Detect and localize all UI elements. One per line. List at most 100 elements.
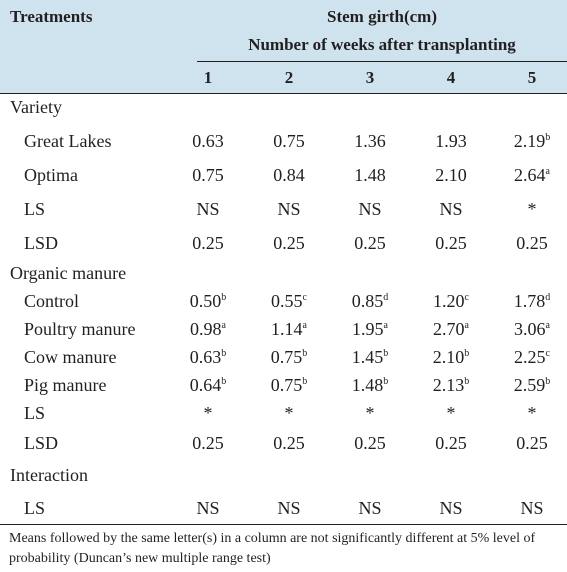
table-cell: NS	[330, 199, 410, 220]
significance-letter: c	[302, 292, 307, 303]
header-subrule	[197, 61, 567, 62]
header-week-4: 4	[446, 68, 456, 87]
table-row: Optima 0.75 0.84 1.48 2.10 2.64a	[0, 165, 567, 193]
significance-letter: b	[383, 348, 389, 359]
row-label: Great Lakes	[24, 131, 112, 151]
cell-value: *	[284, 403, 294, 423]
table-cell: 1.36	[330, 131, 410, 152]
row-label: Optima	[24, 165, 78, 185]
cell-value: 2.59	[513, 375, 546, 395]
table-cell: 2.25c	[492, 347, 567, 368]
table-cell: 0.63b	[168, 347, 248, 368]
cell-value: 0.75	[273, 131, 305, 151]
table-row: LS NS NS NS NS NS	[0, 498, 567, 526]
significance-letter: b	[302, 376, 308, 387]
table-row: LSD 0.25 0.25 0.25 0.25 0.25	[0, 433, 567, 461]
cell-value: 0.50	[189, 291, 222, 311]
table-cell: 1.14a	[249, 319, 329, 340]
table-cell: *	[492, 199, 567, 220]
table-cell: 0.25	[492, 233, 567, 254]
cell-value: 2.64	[514, 165, 546, 185]
row-label: LS	[24, 199, 46, 219]
cell-value: 0.75	[270, 375, 303, 395]
cell-value: 1.95	[352, 319, 384, 339]
table-cell: 0.85d	[330, 291, 410, 312]
header-week-1: 1	[203, 68, 213, 87]
row-label: LS	[24, 498, 46, 518]
table-cell: 2.70a	[411, 319, 491, 340]
table-cell: 1.45b	[330, 347, 410, 368]
table-cell: 2.59b	[492, 375, 567, 396]
cell-value: 0.64	[189, 375, 222, 395]
table-cell: 0.63	[168, 131, 248, 152]
cell-value: 0.25	[516, 233, 548, 253]
significance-letter: a	[545, 320, 550, 331]
significance-letter: a	[221, 320, 226, 331]
header-treatments: Treatments	[10, 7, 93, 26]
table-cell: *	[411, 403, 491, 424]
significance-letter: b	[221, 348, 227, 359]
table-row: Pig manure 0.64b 0.75b 1.48b 2.13b 2.59b	[0, 375, 567, 403]
header-stem-girth: Stem girth(cm)	[327, 7, 437, 26]
table-cell: 1.48	[330, 165, 410, 186]
table-cell: 2.64a	[492, 165, 567, 186]
table-cell: 0.25	[249, 233, 329, 254]
row-label: Cow manure	[24, 347, 117, 367]
table-cell: 1.93	[411, 131, 491, 152]
table-cell: 0.25	[330, 233, 410, 254]
cell-value: 1.36	[354, 131, 386, 151]
cell-value: *	[527, 403, 537, 423]
cell-value: *	[446, 403, 456, 423]
cell-value: 0.25	[192, 433, 224, 453]
table-row: Great Lakes 0.63 0.75 1.36 1.93 2.19b	[0, 131, 567, 159]
cell-value: 1.48	[351, 375, 384, 395]
cell-value: 1.78	[513, 291, 546, 311]
table-cell: 1.20c	[411, 291, 491, 312]
table-row: Cow manure 0.63b 0.75b 1.45b 2.10b 2.25c	[0, 347, 567, 375]
cell-value: NS	[358, 199, 382, 219]
table-cell: NS	[411, 498, 491, 519]
significance-letter: d	[545, 292, 551, 303]
cell-value: 1.14	[271, 319, 303, 339]
table-cell: 0.75	[168, 165, 248, 186]
significance-letter: b	[545, 132, 551, 143]
section-label: Variety	[10, 97, 62, 117]
cell-value: NS	[277, 199, 301, 219]
table-cell: 1.78d	[492, 291, 567, 312]
table-cell: 1.95a	[330, 319, 410, 340]
table-cell: 0.55c	[249, 291, 329, 312]
table-cell: *	[492, 403, 567, 424]
cell-value: NS	[439, 199, 463, 219]
table-row: Control 0.50b 0.55c 0.85d 1.20c 1.78d	[0, 291, 567, 319]
table-cell: 2.19b	[492, 131, 567, 152]
header-week-5: 5	[527, 68, 537, 87]
cell-value: NS	[277, 498, 301, 518]
cell-value: 3.06	[514, 319, 546, 339]
cell-value: 2.25	[514, 347, 546, 367]
cell-value: 0.85	[351, 291, 384, 311]
cell-value: 0.25	[192, 233, 224, 253]
cell-value: 2.10	[432, 347, 465, 367]
cell-value: 0.98	[190, 319, 222, 339]
cell-value: 0.63	[189, 347, 222, 367]
table-cell: 0.25	[411, 233, 491, 254]
significance-letter: b	[221, 292, 227, 303]
table-footnote: Means followed by the same letter(s) in …	[9, 531, 536, 566]
significance-letter: a	[464, 320, 469, 331]
cell-value: NS	[520, 498, 544, 518]
table-cell: 0.98a	[168, 319, 248, 340]
table-row: LSD 0.25 0.25 0.25 0.25 0.25	[0, 233, 567, 261]
table-cell: 0.50b	[168, 291, 248, 312]
cell-value: 0.25	[273, 233, 305, 253]
cell-value: 2.10	[435, 165, 467, 185]
table-row: LS NS NS NS NS *	[0, 199, 567, 227]
header-week-3: 3	[365, 68, 375, 87]
table-cell: 2.10	[411, 165, 491, 186]
section-row: Variety	[0, 97, 567, 125]
table-cell: 0.75	[249, 131, 329, 152]
significance-letter: a	[302, 320, 307, 331]
cell-value: 1.48	[354, 165, 386, 185]
table-cell: 1.48b	[330, 375, 410, 396]
table-cell: NS	[411, 199, 491, 220]
cell-value: 0.25	[354, 433, 386, 453]
